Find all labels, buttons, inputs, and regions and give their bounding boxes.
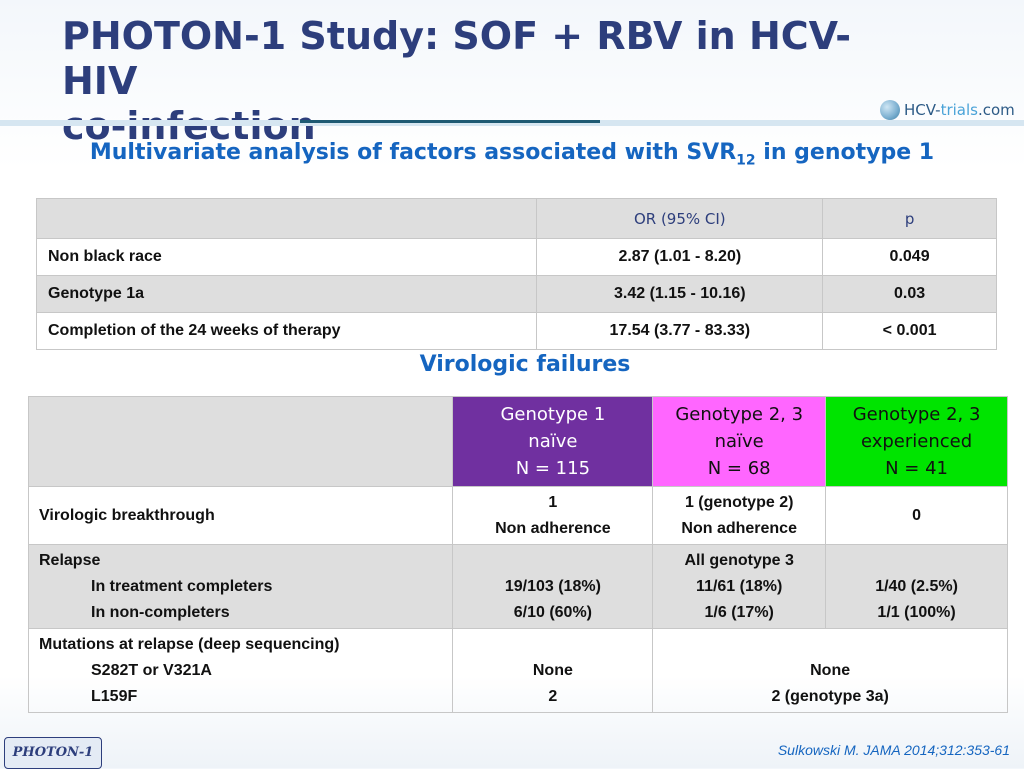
breakthrough-g3: 0 [825, 486, 1008, 545]
table-row-relapse: Relapse In treatment completers In non-c… [27, 544, 1008, 629]
breakthrough-g1: 1 Non adherence [452, 486, 654, 545]
table-row-breakthrough: Virologic breakthrough 1 Non adherence 1… [27, 486, 1008, 545]
header-rule-accent [300, 120, 600, 123]
p-value: 0.03 [822, 275, 997, 313]
table-row: Genotype 1a 3.42 (1.15 - 10.16) 0.03 [35, 275, 997, 313]
or-value: 17.54 (3.77 - 83.33) [536, 312, 824, 350]
breakthrough-g2: 1 (genotype 2) Non adherence [652, 486, 827, 545]
header-rule [0, 120, 1024, 126]
factor-label: Genotype 1a [35, 275, 538, 313]
table-header-row: OR (95% CI) p [35, 198, 997, 239]
citation: Sulkowski M. JAMA 2014;312:353-61 [777, 742, 1010, 758]
relapse-g2: All genotype 3 11/61 (18%) 1/6 (17%) [652, 544, 827, 629]
header-genotype23-experienced: Genotype 2, 3 experienced N = 41 [825, 396, 1008, 487]
p-value: 0.049 [822, 238, 997, 276]
or-value: 2.87 (1.01 - 8.20) [536, 238, 824, 276]
header-or: OR (95% CI) [536, 198, 824, 239]
logo-text: HCV-trials.com [904, 101, 1015, 119]
header-genotype1-naive: Genotype 1 naïve N = 115 [452, 396, 654, 487]
header-cell-empty [35, 198, 538, 239]
mutations-g23: None 2 (genotype 3a) [652, 628, 1008, 713]
multivariate-table: OR (95% CI) p Non black race 2.87 (1.01 … [35, 198, 997, 350]
row-label-breakthrough: Virologic breakthrough [27, 486, 454, 545]
header-p: p [822, 198, 997, 239]
relapse-g3: 1/40 (2.5%) 1/1 (100%) [825, 544, 1008, 629]
header-genotype23-naive: Genotype 2, 3 naïve N = 68 [652, 396, 827, 487]
slide-title-line2: co-infection [62, 104, 316, 148]
table-header-row: Genotype 1 naïve N = 115 Genotype 2, 3 n… [27, 396, 1008, 487]
study-label-badge: PHOTON-1 [4, 737, 102, 769]
factor-label: Non black race [35, 238, 538, 276]
p-value: < 0.001 [822, 312, 997, 350]
section-title-multivariate: Multivariate analysis of factors associa… [89, 140, 935, 169]
row-label-mutations: Mutations at relapse (deep sequencing) S… [27, 628, 454, 713]
table-row: Completion of the 24 weeks of therapy 17… [35, 312, 997, 350]
table-row-mutations: Mutations at relapse (deep sequencing) S… [27, 628, 1008, 713]
slide-title-line1: PHOTON-1 Study: SOF + RBV in HCV-HIV [62, 14, 852, 103]
or-value: 3.42 (1.15 - 10.16) [536, 275, 824, 313]
hcv-trials-logo: HCV-trials.com [880, 100, 1020, 124]
relapse-g1: 19/103 (18%) 6/10 (60%) [452, 544, 654, 629]
slide-title: PHOTON-1 Study: SOF + RBV in HCV-HIV co-… [62, 14, 922, 149]
virologic-failures-table: Genotype 1 naïve N = 115 Genotype 2, 3 n… [27, 396, 1008, 713]
globe-icon [880, 100, 900, 120]
header-cell-empty [27, 396, 454, 487]
factor-label: Completion of the 24 weeks of therapy [35, 312, 538, 350]
row-label-relapse: Relapse In treatment completers In non-c… [27, 544, 454, 629]
section-title-virologic-failures: Virologic failures [419, 352, 631, 377]
table-row: Non black race 2.87 (1.01 - 8.20) 0.049 [35, 238, 997, 276]
mutations-g1: None 2 [452, 628, 654, 713]
